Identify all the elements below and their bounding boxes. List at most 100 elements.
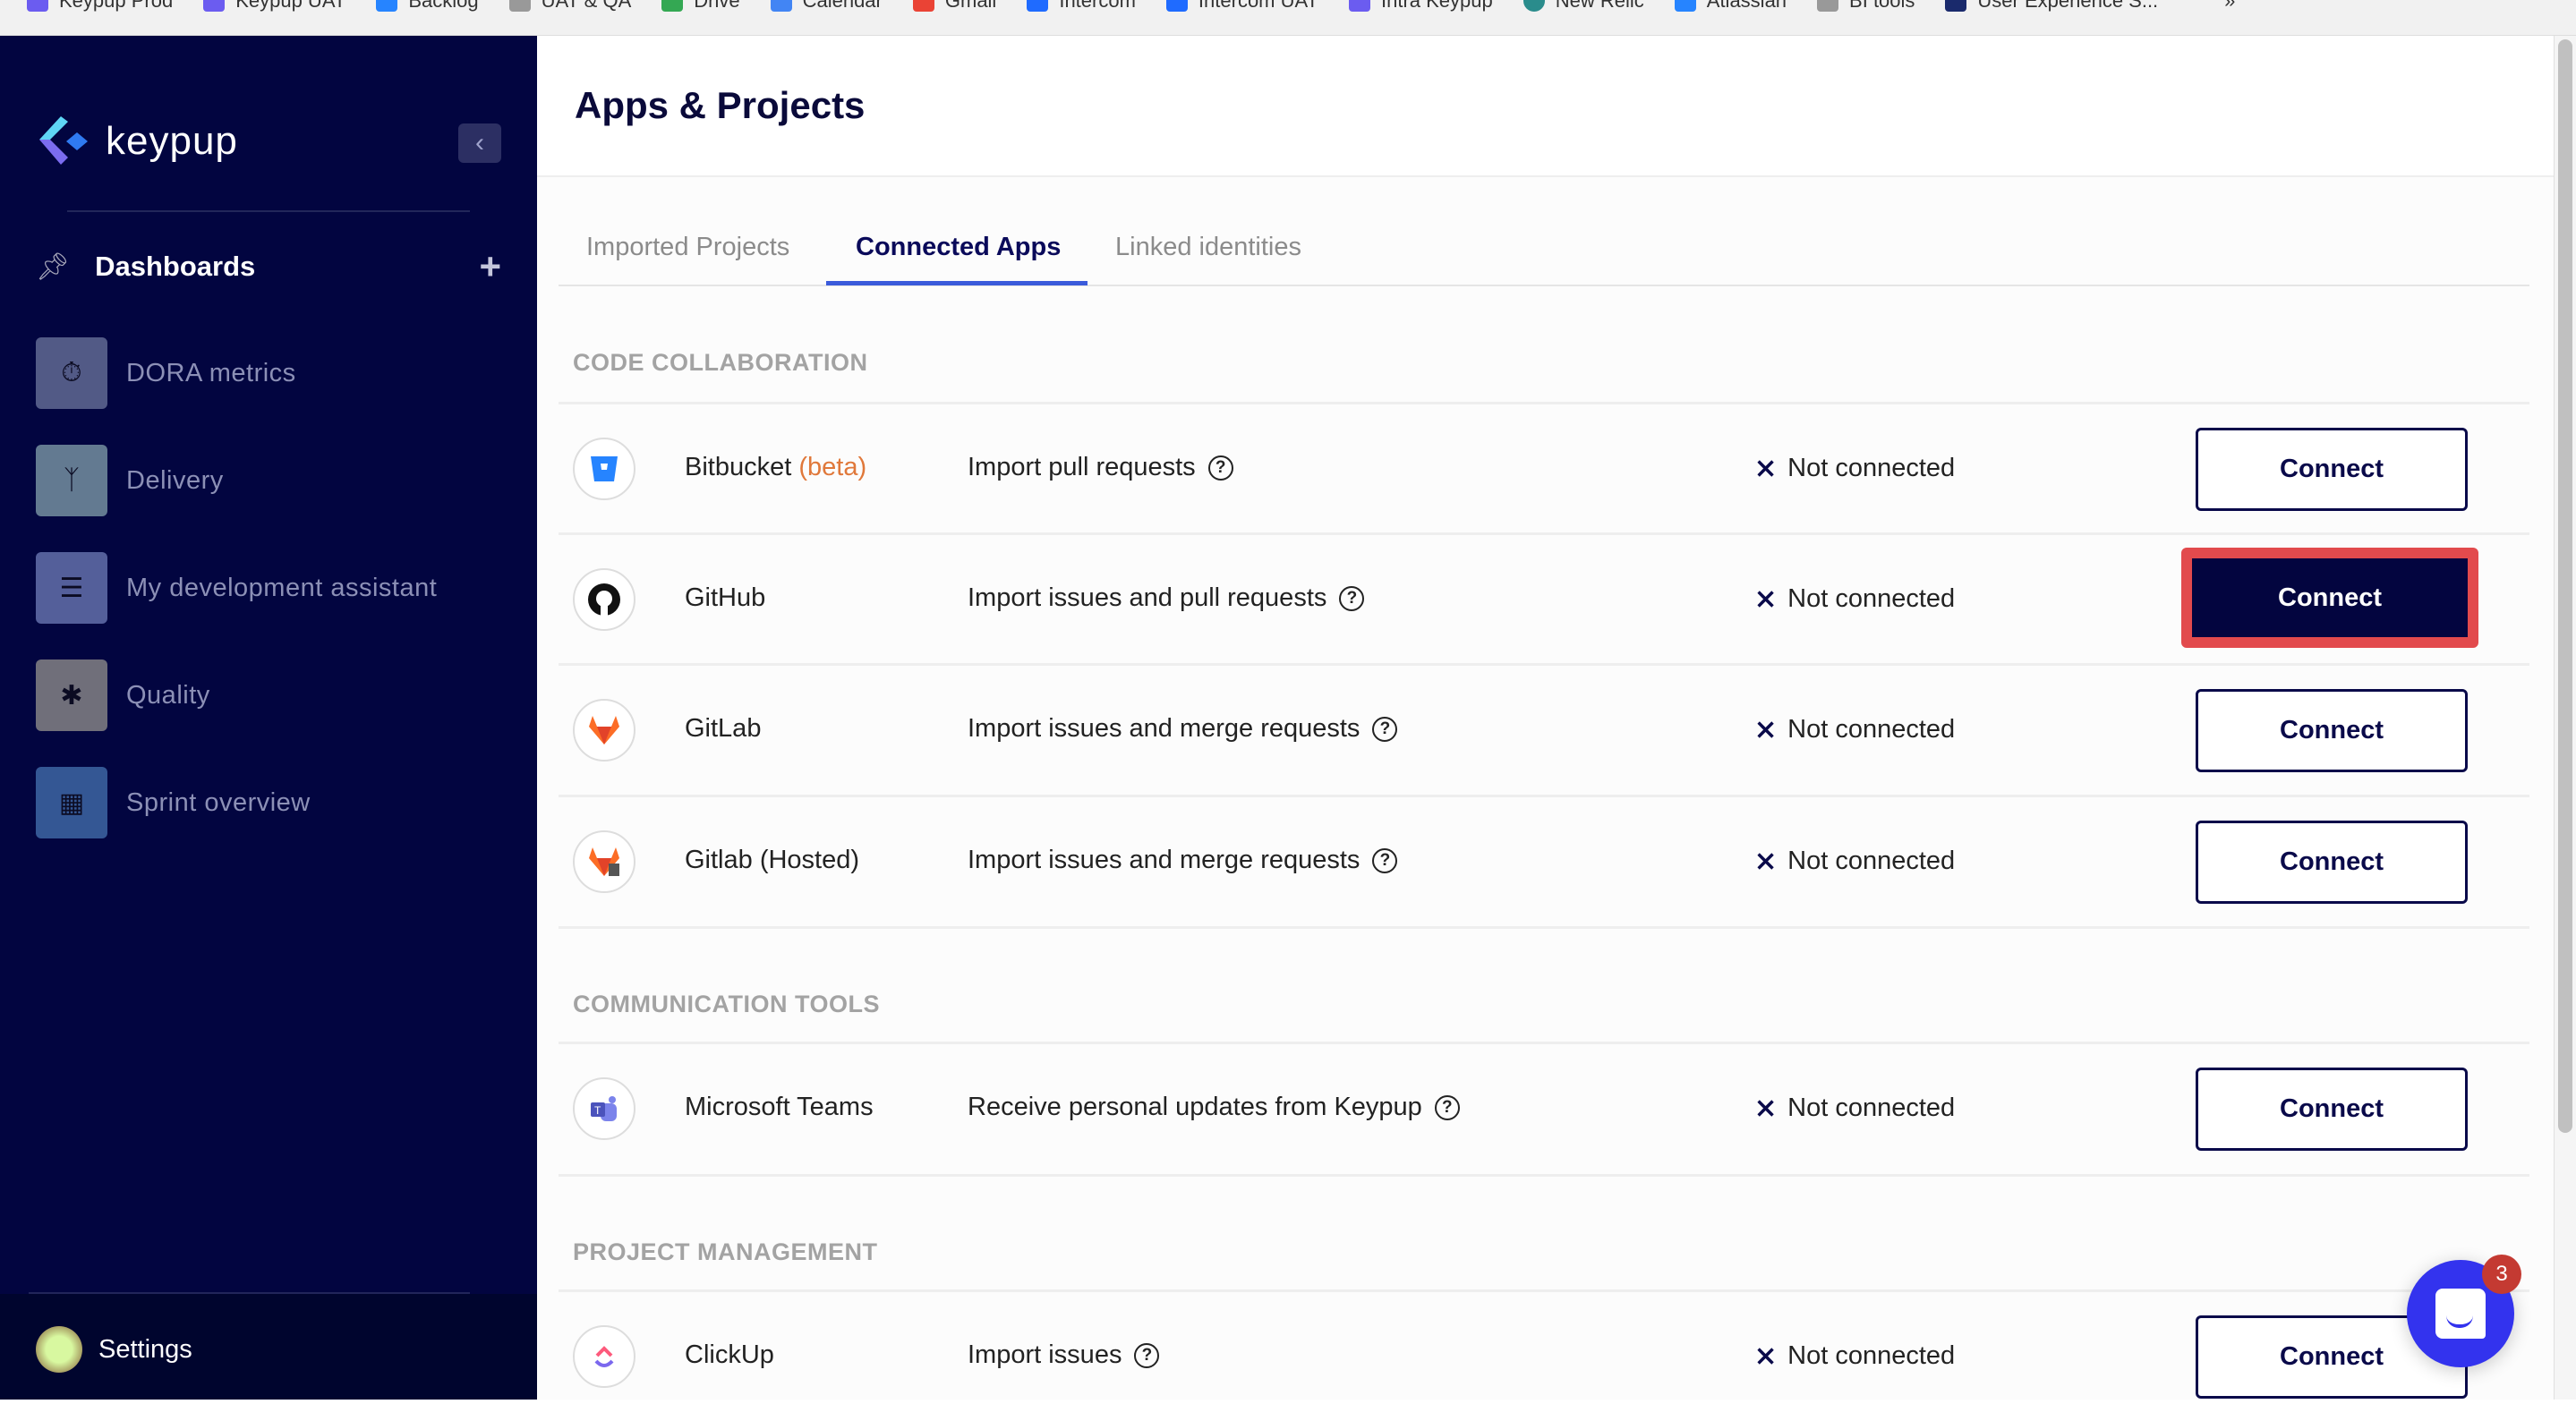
bookmark-label: Backlog bbox=[408, 0, 479, 12]
app-row-bitbucket: Bitbucket (beta) Import pull requests? ⨯… bbox=[559, 404, 2529, 533]
tab-linked-identities[interactable]: Linked identities bbox=[1115, 233, 1301, 261]
app-description: Receive personal updates from Keypup? bbox=[968, 1093, 1460, 1122]
bookmark[interactable]: Atlassian bbox=[1674, 0, 1787, 13]
app-description: Import issues? bbox=[968, 1340, 1160, 1370]
bookmark[interactable]: User Experience S... bbox=[1945, 0, 2158, 13]
main-content bbox=[537, 177, 2554, 1400]
bookmark[interactable]: UAT & QA bbox=[508, 0, 631, 13]
keypup-logo-icon bbox=[39, 116, 88, 165]
bookmark-label: Atlassian bbox=[1706, 0, 1787, 12]
page-header bbox=[537, 36, 2554, 177]
bookmark[interactable]: Backlog bbox=[376, 0, 479, 13]
connection-status: ⨯ Not connected bbox=[1754, 454, 1956, 483]
sidebar-item-sprint-overview[interactable]: ▦ Sprint overview bbox=[36, 767, 501, 838]
help-icon[interactable]: ? bbox=[1372, 716, 1398, 742]
bookmark[interactable]: BI tools bbox=[1817, 0, 1915, 13]
unlink-icon: ⨯ bbox=[1754, 1093, 1778, 1123]
branch-icon: ᛉ bbox=[36, 445, 107, 516]
unlink-icon: ⨯ bbox=[1754, 715, 1778, 745]
bookmark[interactable]: Keypup UAT bbox=[203, 0, 345, 13]
bookmarks-overflow[interactable]: » bbox=[2224, 0, 2235, 13]
unread-badge: 3 bbox=[2482, 1255, 2521, 1294]
logo[interactable]: keypup bbox=[36, 113, 238, 170]
connection-status: ⨯ Not connected bbox=[1754, 715, 1956, 745]
active-tab-indicator bbox=[826, 281, 1088, 285]
bookmark-label: Intercom UAT bbox=[1198, 0, 1318, 12]
connect-bitbucket-button[interactable]: Connect bbox=[2196, 428, 2468, 511]
tab-connected-apps[interactable]: Connected Apps bbox=[856, 233, 1062, 261]
divider bbox=[559, 926, 2529, 929]
add-dashboard-button[interactable]: + bbox=[479, 245, 501, 287]
bookmark-label: New Relic bbox=[1555, 0, 1644, 12]
divider bbox=[559, 402, 2529, 404]
gitlab-icon bbox=[573, 699, 635, 762]
divider bbox=[559, 1042, 2529, 1044]
app-row-gitlab: GitLab Import issues and merge requests?… bbox=[559, 666, 2529, 795]
divider bbox=[29, 1292, 470, 1294]
collapse-sidebar-button[interactable]: ‹ bbox=[458, 123, 501, 163]
bookmark-label: Intercom bbox=[1059, 0, 1136, 12]
app-name: Gitlab (Hosted) bbox=[685, 846, 860, 874]
divider bbox=[559, 532, 2529, 535]
help-icon[interactable]: ? bbox=[1434, 1094, 1460, 1120]
chevron-left-icon: ‹ bbox=[475, 128, 484, 157]
sidebar-item-label: Quality bbox=[126, 680, 210, 710]
bookmarks-bar: Keypup Prod Keypup UAT Backlog UAT & QA … bbox=[0, 0, 2576, 36]
sidebar-item-label: Delivery bbox=[126, 465, 224, 495]
app-row-github: GitHub Import issues and pull requests? … bbox=[559, 535, 2529, 664]
chat-icon bbox=[2435, 1289, 2486, 1339]
help-icon[interactable]: ? bbox=[1134, 1342, 1160, 1368]
bookmark[interactable]: Gmail bbox=[912, 0, 996, 13]
bookmark-label: User Experience S... bbox=[1977, 0, 2159, 12]
settings-button[interactable]: Settings bbox=[36, 1326, 192, 1373]
avatar bbox=[36, 1326, 82, 1373]
logo-text: keypup bbox=[106, 119, 238, 163]
bookmark[interactable]: Intercom UAT bbox=[1165, 0, 1318, 13]
unlink-icon: ⨯ bbox=[1754, 1341, 1778, 1371]
bookmark[interactable]: Calendar bbox=[770, 0, 883, 13]
bookmark[interactable]: Drive bbox=[661, 0, 740, 13]
divider bbox=[67, 210, 470, 212]
divider bbox=[559, 1174, 2529, 1177]
sidebar-item-label: DORA metrics bbox=[126, 358, 296, 387]
unlink-icon: ⨯ bbox=[1754, 584, 1778, 614]
sidebar-item-quality[interactable]: ✱ Quality bbox=[36, 659, 501, 731]
clickup-icon bbox=[573, 1325, 635, 1388]
stopwatch-icon: ⏱︎ bbox=[36, 337, 107, 409]
sidebar-item-my-development-assistant[interactable]: ☰ My development assistant bbox=[36, 552, 501, 624]
sidebar-item-delivery[interactable]: ᛉ Delivery bbox=[36, 445, 501, 516]
microsoft-teams-icon: T bbox=[573, 1077, 635, 1140]
bookmark[interactable]: Keypup Prod bbox=[27, 0, 173, 13]
app-row-clickup: ClickUp Import issues? ⨯ Not connected Co… bbox=[559, 1292, 2529, 1421]
scrollbar-thumb[interactable] bbox=[2558, 39, 2572, 1133]
settings-label: Settings bbox=[98, 1334, 192, 1364]
help-icon[interactable]: ? bbox=[1372, 847, 1398, 873]
dashboards-header: 📌︎ Dashboards + bbox=[36, 245, 501, 287]
app-name: Bitbucket (beta) bbox=[685, 453, 867, 481]
unlink-icon: ⨯ bbox=[1754, 847, 1778, 876]
app-description: Import issues and merge requests? bbox=[968, 714, 1398, 744]
sidebar-item-label: My development assistant bbox=[126, 573, 438, 602]
bookmark[interactable]: Intra Keypup bbox=[1348, 0, 1493, 13]
bookmark-label: BI tools bbox=[1849, 0, 1915, 12]
help-icon[interactable]: ? bbox=[1207, 455, 1233, 481]
page-title: Apps & Projects bbox=[575, 84, 866, 126]
help-icon[interactable]: ? bbox=[1339, 585, 1365, 611]
connect-github-button[interactable]: Connect bbox=[2181, 548, 2478, 648]
section-title: COMMUNICATION TOOLS bbox=[573, 991, 880, 1017]
tabs-divider bbox=[559, 285, 2529, 286]
bookmark-label: Calendar bbox=[802, 0, 883, 12]
bitbucket-icon bbox=[573, 438, 635, 500]
connect-gitlab-hosted-button[interactable]: Connect bbox=[2196, 821, 2468, 904]
section-title: PROJECT MANAGEMENT bbox=[573, 1238, 878, 1265]
bookmark[interactable]: Intercom bbox=[1027, 0, 1136, 13]
app-name: Microsoft Teams bbox=[685, 1093, 874, 1121]
bookmark-label: Drive bbox=[694, 0, 740, 12]
sidebar-footer bbox=[0, 1294, 537, 1400]
sidebar-item-dora-metrics[interactable]: ⏱︎ DORA metrics bbox=[36, 337, 501, 409]
connect-gitlab-button[interactable]: Connect bbox=[2196, 689, 2468, 772]
bookmark[interactable]: New Relic bbox=[1523, 0, 1644, 13]
tab-imported-projects[interactable]: Imported Projects bbox=[586, 233, 790, 261]
pin-icon: 📌︎ bbox=[36, 251, 71, 282]
connect-microsoft-teams-button[interactable]: Connect bbox=[2196, 1068, 2468, 1151]
